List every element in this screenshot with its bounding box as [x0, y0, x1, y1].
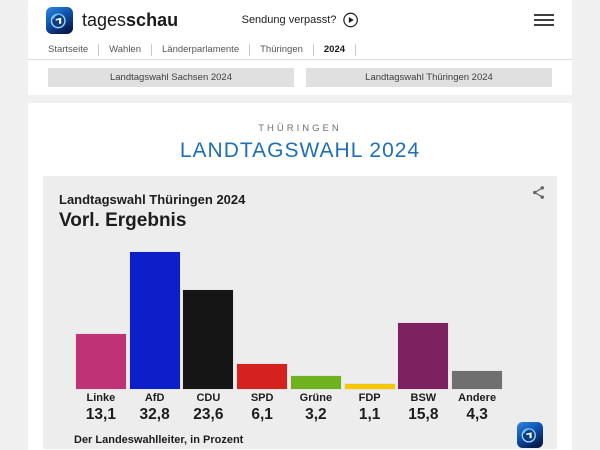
party-value: 15,8 — [408, 406, 439, 423]
party-labels: Linke AfD CDU SPD Grüne FDP BSW Andere — [74, 389, 504, 404]
bar-cdu[interactable] — [182, 289, 235, 390]
party-value: 4,3 — [466, 406, 488, 423]
breadcrumb-separator — [98, 43, 100, 56]
breadcrumb-2024[interactable]: 2024 — [323, 44, 346, 55]
tagesschau-brand-link[interactable]: tagesschau — [46, 6, 179, 34]
breadcrumb-separator — [249, 43, 251, 56]
party-label: CDU — [196, 392, 221, 404]
party-label: BSW — [410, 392, 437, 404]
party-value: 23,6 — [193, 406, 224, 423]
tab-landtagswahl-sachsen-2024[interactable]: Landtagswahl Sachsen 2024 — [48, 68, 294, 87]
breadcrumb-wahlen[interactable]: Wahlen — [109, 44, 141, 55]
party-label: Linke — [86, 392, 116, 404]
bar-linke[interactable] — [74, 333, 127, 390]
party-values: 13,1 32,8 23,6 6,1 3,2 1,1 15,8 4,3 — [74, 404, 504, 424]
party-label: FDP — [358, 392, 381, 404]
party-label: AfD — [144, 392, 165, 404]
sendung-verpasst-link[interactable]: Sendung verpasst? — [242, 12, 359, 28]
chart-source: Der Landeswahlleiter, in Prozent — [74, 434, 244, 446]
party-value: 13,1 — [85, 406, 116, 423]
breadcrumb-startseite[interactable]: Startseite — [48, 44, 89, 55]
page-content: tagesschau Sendung verpasst? Startseite … — [28, 0, 572, 450]
breadcrumb-separator — [355, 43, 357, 56]
bar-bsw[interactable] — [397, 322, 450, 390]
bar-spd[interactable] — [236, 363, 289, 390]
menu-icon[interactable] — [534, 9, 554, 31]
breadcrumb-laenderparlamente[interactable]: Länderparlamente — [162, 44, 240, 55]
election-tabs: Landtagswahl Sachsen 2024 Landtagswahl T… — [28, 60, 572, 95]
page-title: LANDTAGSWAHL 2024 — [179, 139, 421, 162]
breadcrumb-separator — [312, 43, 314, 56]
chart-title: Landtagswahl Thüringen 2024 — [59, 192, 246, 207]
party-label: Grüne — [299, 392, 333, 404]
breadcrumb-separator — [151, 43, 152, 56]
main-band: THÜRINGEN LANDTAGSWAHL 2024 Landtagswahl… — [28, 103, 572, 450]
party-value: 32,8 — [139, 406, 170, 423]
sendung-verpasst-label: Sendung verpasst? — [241, 14, 337, 26]
party-label: Andere — [458, 392, 497, 404]
page-kicker: THÜRINGEN — [258, 123, 342, 134]
party-value: 1,1 — [358, 406, 381, 423]
bar-gruene[interactable] — [289, 375, 342, 390]
party-label: SPD — [250, 392, 274, 404]
tagesschau-logo-icon — [46, 6, 73, 34]
brand-wordmark: tagesschau — [82, 9, 179, 30]
top-band: tagesschau Sendung verpasst? Startseite … — [28, 0, 572, 95]
breadcrumb-thueringen[interactable]: Thüringen — [260, 44, 303, 55]
party-value: 3,2 — [305, 406, 327, 423]
share-icon[interactable] — [531, 185, 546, 200]
party-value: 6,1 — [251, 406, 273, 423]
bar-fdp[interactable] — [343, 383, 396, 390]
bar-afd[interactable] — [128, 251, 181, 390]
tab-landtagswahl-thueringen-2024[interactable]: Landtagswahl Thüringen 2024 — [306, 68, 552, 87]
site-header: tagesschau Sendung verpasst? — [28, 0, 572, 40]
bar-andere[interactable] — [451, 370, 504, 390]
bar-chart-plot — [74, 239, 504, 390]
play-icon — [342, 12, 358, 28]
chart-subtitle: Vorl. Ergebnis — [59, 210, 187, 231]
breadcrumb: Startseite Wahlen Länderparlamente Thüri… — [28, 40, 572, 60]
tagesschau-watermark-icon — [517, 422, 543, 448]
election-chart-card: Landtagswahl Thüringen 2024 Vorl. Ergebn… — [43, 176, 557, 449]
